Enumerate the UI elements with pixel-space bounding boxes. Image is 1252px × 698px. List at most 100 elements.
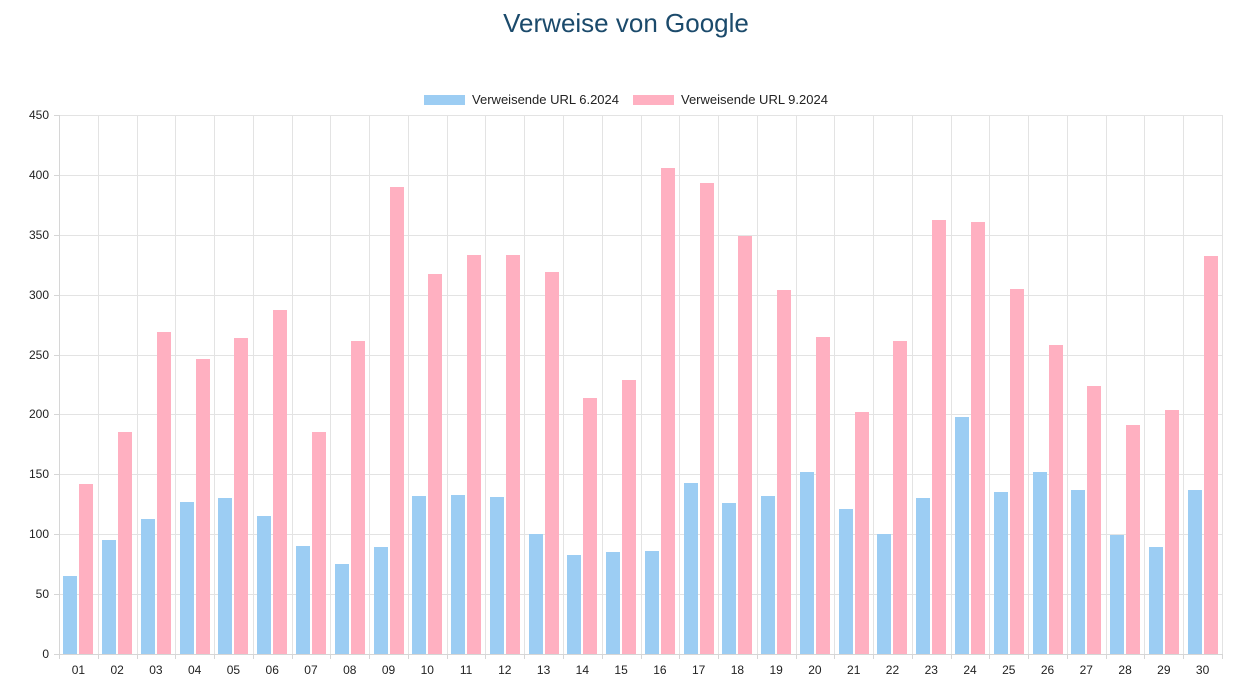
- bar-series-1-day-19: [777, 289, 792, 654]
- y-axis-tick: [54, 594, 59, 596]
- bar-group-02: [98, 115, 137, 654]
- x-axis-label: 17: [691, 663, 706, 677]
- bar-group-26: [1028, 115, 1067, 654]
- y-axis-tick: [54, 474, 59, 476]
- bar-series-1-day-16: [660, 167, 675, 654]
- bar-group-15: [602, 115, 641, 654]
- x-axis-label: 24: [963, 663, 977, 677]
- legend: Verweisende URL 6.2024 Verweisende URL 9.…: [0, 92, 1252, 107]
- x-gridline: [562, 115, 564, 654]
- bar-series-0-day-11: [451, 494, 466, 654]
- bar-group-25: [989, 115, 1028, 654]
- x-axis-tick: [446, 654, 448, 659]
- x-axis-tick: [97, 654, 99, 659]
- bar-series-0-day-01: [63, 576, 78, 654]
- bar-series-0-day-07: [295, 546, 310, 654]
- bar-series-1-day-01: [79, 483, 94, 654]
- bar-group-08: [330, 115, 369, 654]
- x-gridline: [795, 115, 797, 654]
- x-gridline: [407, 115, 409, 654]
- bar-series-1-day-06: [273, 310, 288, 654]
- bar-series-0-day-28: [1110, 535, 1125, 654]
- y-axis-tick: [54, 534, 59, 536]
- x-axis-tick: [873, 654, 875, 659]
- x-gridline: [1144, 115, 1146, 654]
- x-axis-tick: [1183, 654, 1185, 659]
- x-gridline: [291, 115, 293, 654]
- x-axis-tick: [756, 654, 758, 659]
- bar-series-1-day-03: [156, 331, 171, 654]
- x-axis-tick: [834, 654, 836, 659]
- x-gridline: [911, 115, 913, 654]
- bar-group-18: [718, 115, 757, 654]
- bar-series-0-day-25: [993, 492, 1008, 654]
- x-gridline: [718, 115, 720, 654]
- bar-series-0-day-13: [528, 534, 543, 654]
- x-axis-tick: [989, 654, 991, 659]
- bar-series-0-day-26: [1032, 471, 1047, 654]
- bar-series-0-day-21: [838, 509, 853, 654]
- bar-series-1-day-23: [932, 220, 947, 654]
- x-axis-tick: [252, 654, 254, 659]
- x-gridline: [214, 115, 216, 654]
- x-axis-tick: [950, 654, 952, 659]
- x-axis-label: 10: [420, 663, 434, 677]
- bar-group-11: [447, 115, 486, 654]
- x-axis-label: 13: [536, 663, 551, 677]
- legend-swatch-icon: [633, 94, 674, 105]
- x-gridline: [175, 115, 177, 654]
- x-gridline: [1183, 115, 1185, 654]
- x-gridline: [640, 115, 642, 654]
- bar-group-27: [1067, 115, 1106, 654]
- x-axis-label: 11: [459, 663, 473, 677]
- x-gridline: [59, 115, 60, 654]
- y-axis-label: 450: [28, 108, 49, 122]
- y-axis-tick: [54, 294, 59, 296]
- bar-series-0-day-29: [1148, 547, 1163, 654]
- x-axis-label: 28: [1118, 663, 1132, 677]
- x-axis-label: 27: [1079, 663, 1093, 677]
- bar-series-1-day-28: [1126, 425, 1141, 654]
- x-axis-tick: [175, 654, 177, 659]
- x-axis-tick: [59, 654, 60, 659]
- bar-group-06: [253, 115, 292, 654]
- bar-series-0-day-10: [412, 495, 427, 654]
- x-axis-label: 06: [265, 663, 279, 677]
- x-axis-tick: [1066, 654, 1068, 659]
- bar-group-19: [757, 115, 796, 654]
- bar-series-1-day-26: [1048, 344, 1063, 654]
- bar-series-1-day-17: [699, 183, 714, 654]
- x-gridline: [330, 115, 332, 654]
- x-gridline: [369, 115, 371, 654]
- x-gridline: [1066, 115, 1068, 654]
- bar-group-12: [485, 115, 524, 654]
- x-axis-label: 22: [885, 663, 900, 677]
- x-axis-label: 16: [653, 663, 667, 677]
- x-axis-label: 19: [769, 663, 783, 677]
- x-gridline: [1222, 115, 1223, 654]
- x-gridline: [136, 115, 138, 654]
- x-axis-tick: [562, 654, 564, 659]
- chart-title: Verweise von Google: [503, 8, 749, 38]
- x-gridline: [679, 115, 681, 654]
- x-gridline: [446, 115, 448, 654]
- x-axis-tick: [524, 654, 526, 659]
- bar-group-09: [369, 115, 408, 654]
- x-axis-label: 12: [498, 663, 512, 677]
- x-axis-tick: [214, 654, 216, 659]
- x-axis-label: 09: [381, 663, 396, 677]
- y-axis-label: 300: [28, 287, 49, 302]
- x-axis-tick: [330, 654, 332, 659]
- x-gridline: [97, 115, 99, 654]
- x-gridline: [524, 115, 526, 654]
- bar-series-0-day-02: [102, 540, 117, 654]
- x-axis-tick: [911, 654, 913, 659]
- bar-series-0-day-30: [1187, 489, 1202, 654]
- x-axis-label: 05: [226, 663, 241, 677]
- bar-series-1-day-14: [583, 397, 598, 654]
- x-axis-label: 01: [71, 663, 86, 677]
- bar-series-0-day-19: [761, 495, 776, 654]
- x-axis-label: 29: [1157, 663, 1171, 677]
- x-axis-label: 25: [1002, 663, 1016, 677]
